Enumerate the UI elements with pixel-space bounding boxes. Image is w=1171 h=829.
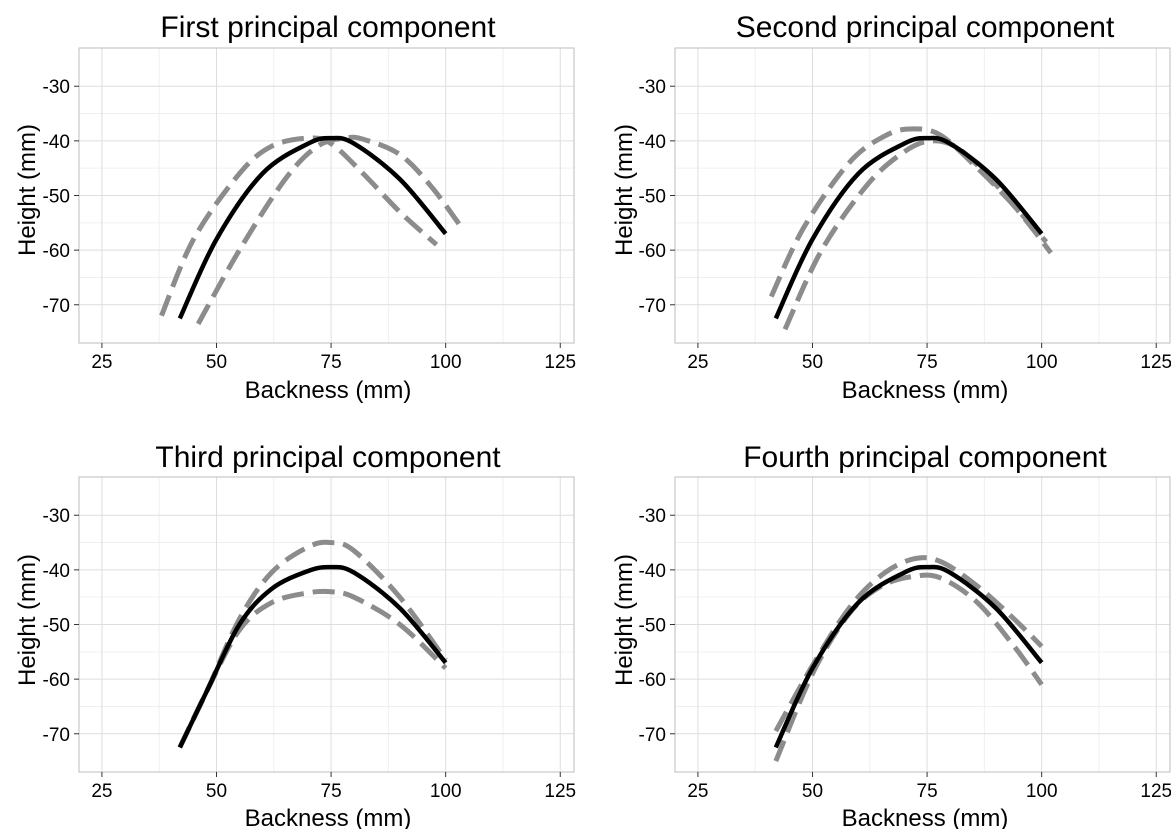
x-tick-label: 100: [430, 352, 462, 373]
y-tick-label: -40: [639, 132, 666, 153]
y-tick-label: -60: [639, 670, 666, 691]
x-tick-label: 50: [206, 781, 227, 802]
x-tick-label: 75: [917, 781, 938, 802]
x-tick-label: 75: [321, 781, 342, 802]
x-tick-label: 50: [802, 352, 823, 373]
series-line-mean: [177, 564, 448, 749]
series-line-minus: [782, 138, 1053, 331]
x-tick-label: 100: [1026, 781, 1058, 802]
y-tick-label: -70: [43, 725, 70, 746]
x-tick-label: 125: [1140, 781, 1171, 802]
y-tick-label: -50: [43, 187, 70, 208]
y-tick-label: -50: [639, 187, 666, 208]
plot-area: 25 50 75 100 125 -30 -40 -50 -60 -70: [639, 476, 1171, 802]
x-tick-label: 25: [687, 781, 708, 802]
series-line-plus: [768, 126, 1049, 298]
y-axis-label: Height (mm): [14, 124, 41, 256]
y-tick-label: -30: [639, 77, 666, 98]
plot-area: 25 50 75 100 125 -30 -40 -50 -60 -70: [43, 47, 576, 373]
series-line-minus: [195, 134, 467, 326]
x-axis-label: Backness (mm): [245, 377, 412, 404]
x-tick-label: 75: [321, 352, 342, 373]
x-tick-label: 100: [430, 781, 462, 802]
y-tick-label: -60: [43, 241, 70, 262]
panel-fourth-pc: 25 50 75 100 125 -30 -40 -50 -60 -70 Fourth princ…: [611, 441, 1171, 829]
panel-title: Second principal component: [736, 11, 1115, 44]
panel-second-pc: 25 50 75 100 125 -30 -40 -50 -60 -70 Second princ…: [611, 11, 1171, 404]
x-tick-label: 25: [91, 781, 112, 802]
y-tick-label: -30: [639, 506, 666, 527]
x-tick-label: 50: [802, 781, 823, 802]
plot-area: 25 50 75 100 125 -30 -40 -50 -60 -70: [43, 476, 576, 802]
x-axis-label: Backness (mm): [842, 805, 1009, 829]
panel-title: Fourth principal component: [743, 441, 1107, 474]
y-tick-label: -70: [639, 725, 666, 746]
x-tick-label: 125: [1140, 352, 1171, 373]
series-line-plus: [159, 135, 439, 317]
plot-area: 25 50 75 100 125 -30 -40 -50 -60 -70: [639, 47, 1171, 373]
panel-first-pc: 25 50 75 100 125 -30 -40 -50 -60 -70 First princi…: [14, 11, 576, 404]
series-line-minus: [773, 572, 1044, 763]
x-tick-label: 50: [206, 352, 227, 373]
y-tick-label: -50: [43, 616, 70, 637]
y-tick-label: -30: [43, 506, 70, 527]
x-tick-label: 100: [1026, 352, 1058, 373]
series-line-plus: [773, 555, 1044, 733]
series-line-mean: [773, 564, 1044, 749]
y-tick-label: -70: [639, 296, 666, 317]
series-line-mean: [177, 135, 448, 320]
y-axis-label: Height (mm): [611, 124, 638, 256]
x-tick-label: 125: [544, 352, 576, 373]
series-line-mean: [773, 135, 1044, 320]
y-tick-label: -50: [639, 616, 666, 637]
x-tick-label: 25: [91, 352, 112, 373]
x-axis-label: Backness (mm): [842, 377, 1009, 404]
x-axis-label: Backness (mm): [245, 805, 412, 829]
x-tick-label: 75: [917, 352, 938, 373]
y-tick-label: -40: [43, 132, 70, 153]
y-axis-label: Height (mm): [611, 554, 638, 686]
y-tick-label: -40: [43, 561, 70, 582]
panel-third-pc: 25 50 75 100 125 -30 -40 -50 -60 -70 Third princi…: [14, 441, 576, 829]
y-tick-label: -60: [639, 241, 666, 262]
y-tick-label: -60: [43, 670, 70, 691]
y-tick-label: -40: [639, 561, 666, 582]
y-tick-label: -30: [43, 77, 70, 98]
series-line-plus: [177, 539, 448, 749]
panel-title: Third principal component: [155, 441, 501, 474]
x-tick-label: 125: [544, 781, 576, 802]
y-tick-label: -70: [43, 296, 70, 317]
x-tick-label: 25: [687, 352, 708, 373]
panel-title: First principal component: [160, 11, 496, 44]
y-axis-label: Height (mm): [14, 554, 41, 686]
